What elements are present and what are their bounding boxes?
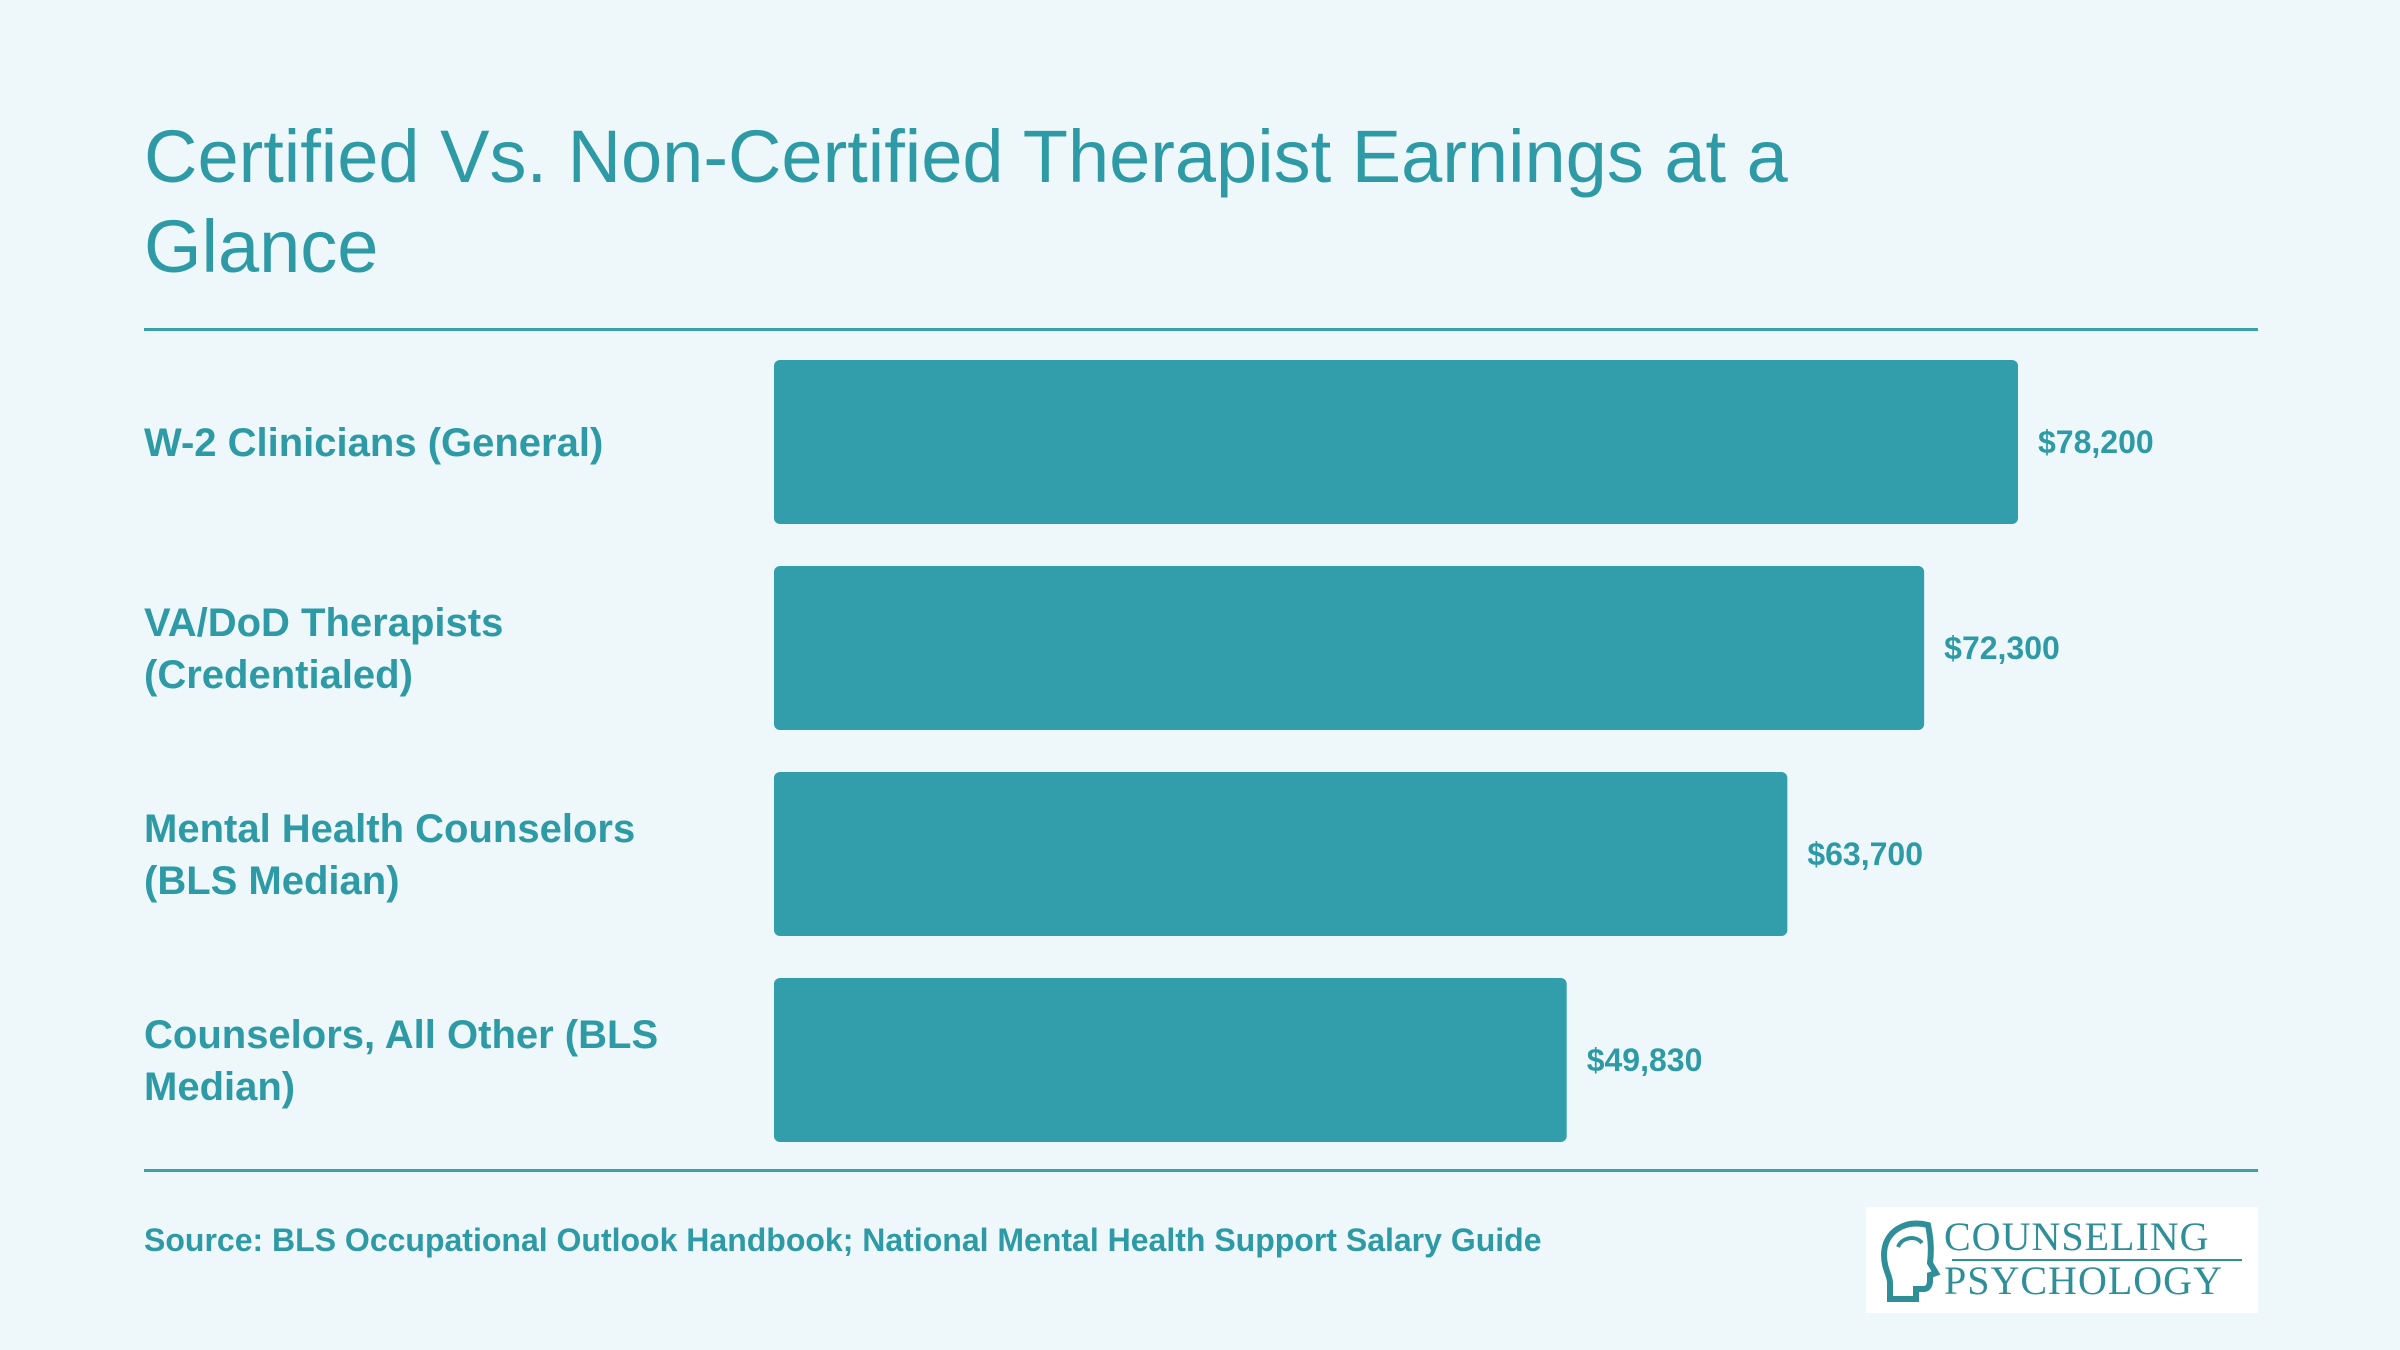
bottom-divider (144, 1169, 2258, 1172)
bar-2 (774, 566, 1925, 730)
value-label-2: $72,300 (1944, 630, 2060, 666)
category-label-2: VA/DoD Therapists (Credentialed) (144, 601, 503, 697)
bar-4 (774, 978, 1567, 1142)
source-note: Source: BLS Occupational Outlook Handboo… (144, 1222, 1542, 1258)
page-title: Certified Vs. Non-Certified Therapist Ea… (144, 115, 1788, 288)
logo-word-psychology: PSYCHOLOGY (1944, 1258, 2223, 1303)
category-label-4: Counselors, All Other (BLS Median) (144, 1013, 658, 1109)
value-label-4: $49,830 (1587, 1042, 1703, 1078)
value-label-1: $78,200 (2038, 424, 2154, 460)
head-profile-icon (1880, 1220, 1941, 1302)
value-label-3: $63,700 (1807, 836, 1923, 872)
category-label-3: Mental Health Counselors (BLS Median) (144, 807, 635, 903)
logo-word-counseling: COUNSELING (1944, 1214, 2210, 1259)
top-divider (144, 328, 2258, 331)
bar-1 (774, 360, 2018, 524)
bar-3 (774, 772, 1788, 936)
logo-divider (1952, 1259, 2242, 1261)
category-label-1: W-2 Clinicians (General) (144, 421, 603, 465)
counseling-psychology-logo: COUNSELING PSYCHOLOGY (1866, 1207, 2258, 1313)
